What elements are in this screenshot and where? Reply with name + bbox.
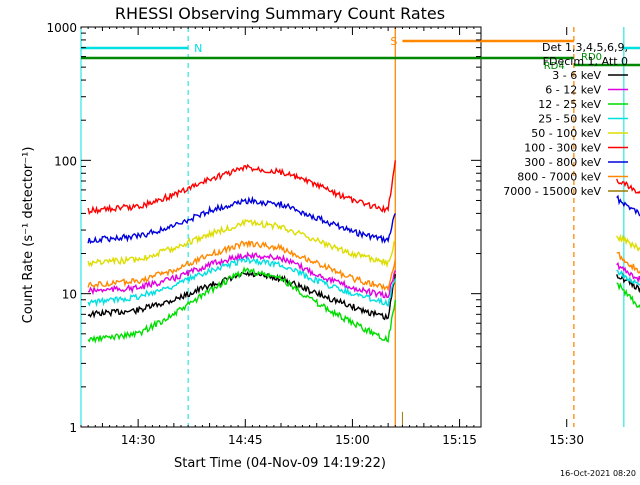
y-tick-label: 100 (54, 154, 77, 168)
series-line (87, 251, 396, 299)
legend-label: 3 - 6 keV (552, 69, 601, 82)
series-line (87, 255, 396, 308)
series-line (616, 194, 640, 217)
x-tick-label: 14:45 (228, 433, 263, 447)
series-line (87, 195, 396, 245)
x-axis-label: Start Time (04-Nov-09 14:19:22) (174, 456, 386, 471)
x-tick-label: 15:15 (442, 433, 477, 447)
legend-label: 50 - 100 keV (531, 127, 601, 140)
legend-label: 300 - 800 keV (524, 156, 601, 169)
series-line (87, 218, 396, 269)
night-flag-label: N (194, 42, 202, 55)
series-line (87, 160, 396, 216)
timestamp: 16-Oct-2021 08:20 (560, 469, 636, 478)
legend-label: 6 - 12 keV (545, 84, 601, 97)
legend-label: 25 - 50 keV (538, 113, 601, 126)
series-line (616, 282, 640, 309)
series-line (616, 251, 640, 274)
rd4-flag-label: RD4 (544, 61, 565, 72)
x-tick-label: 15:00 (335, 433, 370, 447)
y-axis-label: Count Rate (s⁻¹ detector⁻¹) (21, 147, 36, 324)
legend-label: 800 - 7000 keV (517, 171, 601, 184)
x-tick-label: 15:30 (549, 433, 584, 447)
legend-header: FDecim 1, Att 0 (543, 55, 628, 68)
series-line (616, 261, 640, 284)
legend-label: 7000 - 15000 keV (503, 185, 601, 198)
chart-title: RHESSI Observing Summary Count Rates (115, 4, 445, 23)
series-line (616, 233, 640, 253)
flags-layer: N S RD0 RD4 (80, 27, 640, 427)
saa-flag-label: S (390, 35, 397, 48)
legend-label: 12 - 25 keV (538, 98, 601, 111)
series-line (616, 272, 640, 294)
x-tick-label: 14:30 (121, 433, 156, 447)
series-line (616, 178, 640, 194)
series-line (616, 269, 640, 286)
y-tick-label: 1 (69, 421, 77, 435)
legend: Det 1,3,4,5,6,9,FDecim 1, Att 03 - 6 keV… (503, 41, 628, 198)
series-layer (87, 160, 640, 427)
legend-label: 100 - 300 keV (524, 142, 601, 155)
rd0-flag-label: RD0 (581, 52, 602, 63)
series-line (87, 240, 396, 293)
legend-header: Det 1,3,4,5,6,9, (542, 41, 628, 54)
series-line (87, 266, 396, 344)
y-tick-label: 1000 (46, 21, 77, 35)
y-tick-label: 10 (62, 288, 77, 302)
